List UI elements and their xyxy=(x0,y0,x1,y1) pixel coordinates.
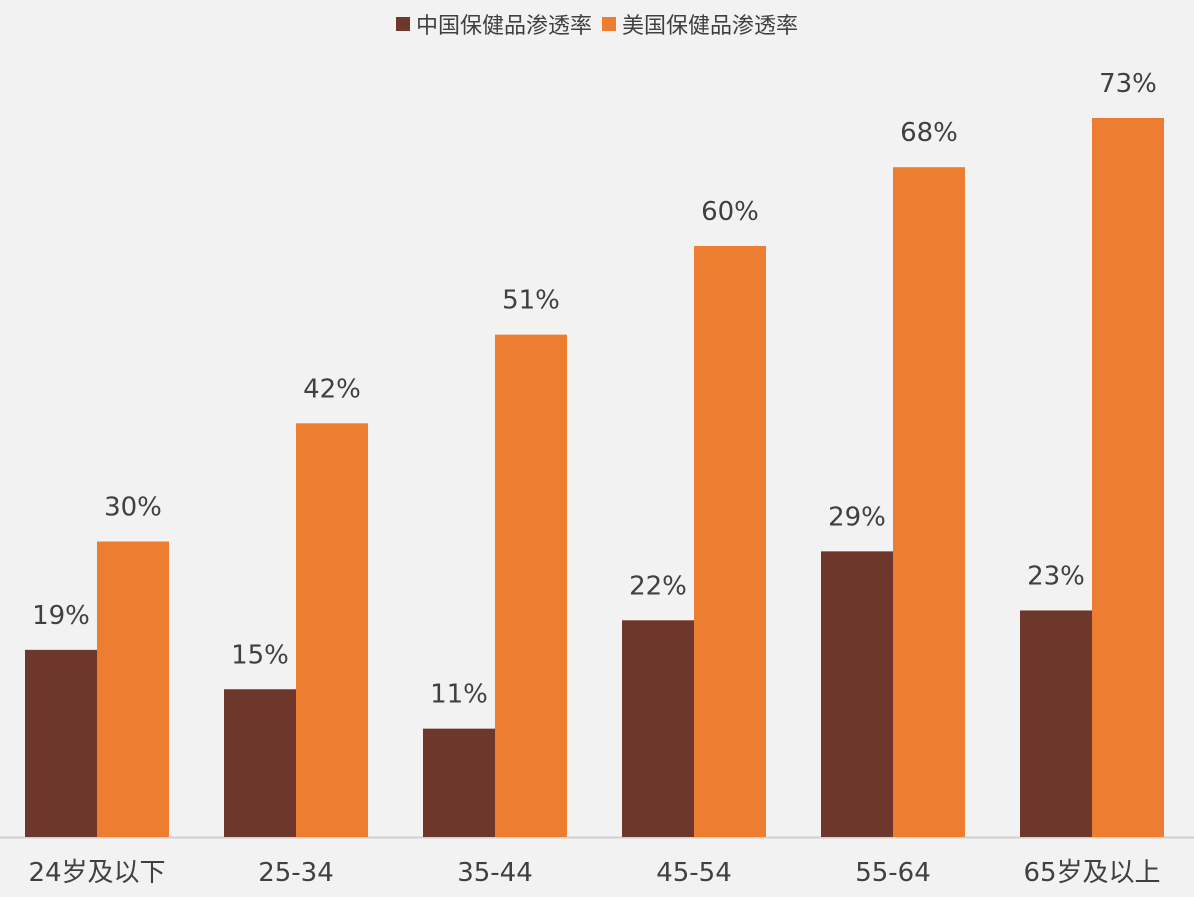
data-label-china-0: 19% xyxy=(32,601,90,631)
legend: 中国保健品渗透率 美国保健品渗透率 xyxy=(0,8,1194,40)
bar-usa-0 xyxy=(97,541,169,837)
bar-usa-2 xyxy=(495,334,567,837)
data-label-usa-4: 68% xyxy=(900,118,958,148)
x-tick-label-1: 25-34 xyxy=(258,858,334,888)
bar-china-5 xyxy=(1020,610,1092,837)
legend-swatch-usa xyxy=(602,17,616,31)
bar-china-4 xyxy=(821,551,893,837)
bar-china-0 xyxy=(25,649,97,837)
bar-usa-4 xyxy=(893,167,965,837)
bar-china-1 xyxy=(224,689,296,837)
x-tick-label-5: 65岁及以上 xyxy=(1023,858,1160,888)
data-label-usa-2: 51% xyxy=(502,286,560,316)
legend-item-usa: 美国保健品渗透率 xyxy=(602,8,798,40)
legend-item-china: 中国保健品渗透率 xyxy=(395,8,592,40)
data-label-china-4: 29% xyxy=(828,502,886,532)
bar-china-2 xyxy=(423,728,495,837)
legend-label-china: 中国保健品渗透率 xyxy=(415,14,592,39)
x-tick-label-3: 45-54 xyxy=(656,858,732,888)
data-label-usa-3: 60% xyxy=(701,197,759,227)
data-label-china-3: 22% xyxy=(629,571,687,601)
bar-usa-3 xyxy=(694,246,766,837)
bar-usa-5 xyxy=(1092,117,1164,837)
bar-china-3 xyxy=(622,620,694,837)
data-label-china-1: 15% xyxy=(231,640,289,670)
data-label-china-2: 11% xyxy=(430,680,488,710)
legend-label-usa: 美国保健品渗透率 xyxy=(622,14,799,39)
data-label-usa-1: 42% xyxy=(303,374,361,404)
x-tick-label-2: 35-44 xyxy=(457,858,533,888)
legend-swatch-china xyxy=(395,17,410,31)
x-tick-label-4: 55-64 xyxy=(855,858,931,888)
x-tick-label-0: 24岁及以下 xyxy=(28,858,165,888)
bar-usa-1 xyxy=(296,423,368,837)
data-label-usa-5: 73% xyxy=(1099,69,1157,99)
data-label-china-5: 23% xyxy=(1027,561,1085,591)
data-label-usa-0: 30% xyxy=(104,493,162,523)
